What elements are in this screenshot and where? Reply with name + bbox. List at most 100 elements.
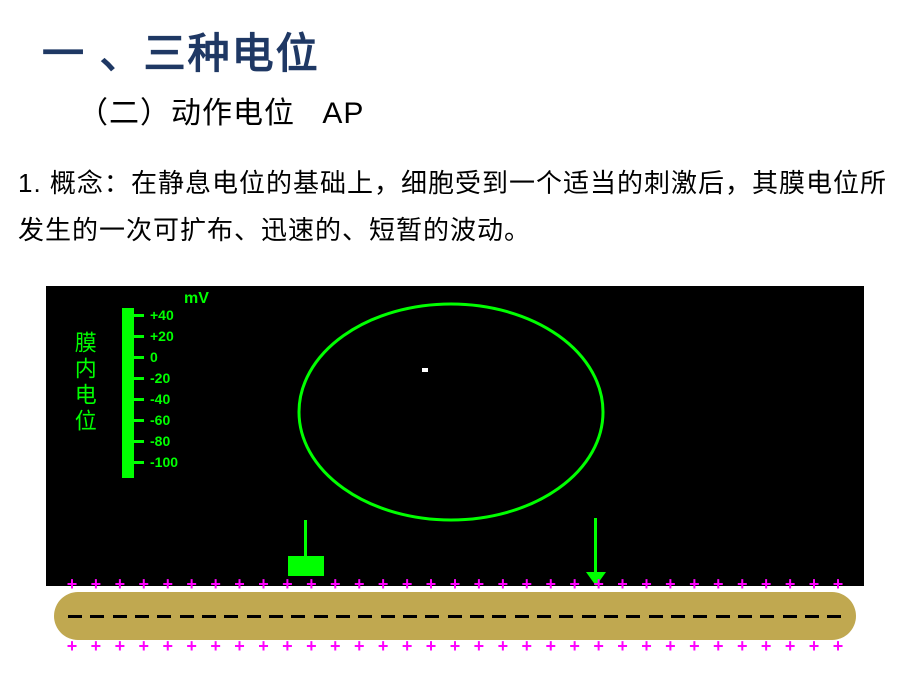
plus-charge-icon: +	[186, 636, 197, 658]
scale-tick: +40	[134, 308, 174, 322]
tick-mark	[134, 335, 144, 338]
tick-mark	[134, 314, 144, 317]
minus-charge-icon	[760, 615, 774, 618]
scale-tick: -40	[134, 392, 170, 406]
tick-mark	[134, 398, 144, 401]
plus-charge-icon: +	[761, 636, 772, 658]
minus-charge-icon	[515, 615, 529, 618]
plus-charge-icon: +	[115, 636, 126, 658]
minus-charge-icon	[180, 615, 194, 618]
minus-charge-icon	[68, 615, 82, 618]
subtitle-suffix: AP	[322, 97, 364, 130]
tick-label: -40	[150, 391, 170, 407]
minus-charge-icon	[157, 615, 171, 618]
minus-charge-icon	[358, 615, 372, 618]
plus-charge-icon: +	[665, 636, 676, 658]
minus-charge-icon	[827, 615, 841, 618]
tick-label: -80	[150, 433, 170, 449]
minus-charge-icon	[314, 615, 328, 618]
minus-charge-icon	[470, 615, 484, 618]
plus-charge-icon: +	[282, 636, 293, 658]
minus-charge-icon	[559, 615, 573, 618]
electrode-lead-right	[594, 518, 597, 576]
oscilloscope-circle	[299, 304, 603, 520]
plus-charge-icon: +	[498, 636, 509, 658]
plus-charge-icon: +	[450, 636, 461, 658]
minus-charge-icon	[113, 615, 127, 618]
scale-bar	[122, 308, 134, 478]
minus-charge-icon	[537, 615, 551, 618]
y-axis-label: 膜内电位	[68, 331, 99, 435]
plus-charge-icon: +	[593, 636, 604, 658]
minus-charge-icon	[805, 615, 819, 618]
scale-tick: -100	[134, 455, 178, 469]
minus-charge-icon	[671, 615, 685, 618]
plus-charge-icon: +	[139, 636, 150, 658]
plus-charge-icon: +	[833, 636, 844, 658]
plus-charge-icon: +	[545, 636, 556, 658]
minus-charge-icon	[224, 615, 238, 618]
tick-mark	[134, 440, 144, 443]
paragraph-number: 1.	[18, 168, 42, 198]
tick-label: -60	[150, 412, 170, 428]
plus-charge-icon: +	[474, 636, 485, 658]
tick-mark	[134, 419, 144, 422]
tick-label: -20	[150, 370, 170, 386]
plus-charge-icon: +	[210, 636, 221, 658]
minus-charge-icon	[626, 615, 640, 618]
electrode-block	[288, 556, 324, 576]
plus-charge-icon: +	[402, 636, 413, 658]
minus-charge-icon	[649, 615, 663, 618]
tick-label: +20	[150, 328, 174, 344]
oscilloscope	[296, 300, 606, 524]
plus-charge-icon: +	[689, 636, 700, 658]
minus-charge-icon	[403, 615, 417, 618]
minus-charge-icon	[582, 615, 596, 618]
minus-charge-icon	[738, 615, 752, 618]
plus-charge-icon: +	[234, 636, 245, 658]
scale-tick: -80	[134, 434, 170, 448]
unit-label: mV	[184, 290, 209, 308]
plus-charge-icon: +	[426, 636, 437, 658]
tick-mark	[134, 461, 144, 464]
subtitle: （二）动作电位 AP	[78, 88, 364, 132]
minus-charge-icon	[202, 615, 216, 618]
minus-charge-icon	[135, 615, 149, 618]
electrode-lead-left	[304, 520, 307, 558]
plus-charge-icon: +	[378, 636, 389, 658]
plus-charge-icon: +	[641, 636, 652, 658]
minus-charge-icon	[604, 615, 618, 618]
minus-charge-icon	[693, 615, 707, 618]
scale-tick: -60	[134, 413, 170, 427]
plus-charge-icon: +	[354, 636, 365, 658]
plus-charge-icon: +	[162, 636, 173, 658]
plus-charge-icon: +	[569, 636, 580, 658]
minus-charge-icon	[492, 615, 506, 618]
plus-charge-icon: +	[330, 636, 341, 658]
plus-charge-icon: +	[737, 636, 748, 658]
tick-label: -100	[150, 454, 178, 470]
plus-charge-icon: +	[258, 636, 269, 658]
membrane-dashes	[64, 610, 846, 622]
tick-mark	[134, 377, 144, 380]
plus-charge-icon: +	[67, 636, 78, 658]
diagram-background: 膜内电位 mV +40+200-20-40-60-80-100	[46, 286, 864, 586]
plus-charge-icon: +	[809, 636, 820, 658]
minus-charge-icon	[425, 615, 439, 618]
minus-charge-icon	[269, 615, 283, 618]
minus-charge-icon	[716, 615, 730, 618]
plus-charge-icon: +	[617, 636, 628, 658]
tick-mark	[134, 356, 144, 359]
concept-paragraph: 1. 概念：在静息电位的基础上，细胞受到一个适当的刺激后，其膜电位所发生的一次可…	[18, 160, 910, 254]
minus-charge-icon	[247, 615, 261, 618]
plus-charge-icon: +	[713, 636, 724, 658]
plus-charge-icon: +	[522, 636, 533, 658]
concept-text: 在静息电位的基础上，细胞受到一个适当的刺激后，其膜电位所发生的一次可扩布、迅速的…	[18, 168, 887, 245]
minus-charge-icon	[783, 615, 797, 618]
scale-tick: +20	[134, 329, 174, 343]
concept-label: 概念：	[50, 168, 131, 198]
membrane-area: +++++++++++++++++++++++++++++++++ ++++++…	[46, 574, 864, 652]
minus-charge-icon	[90, 615, 104, 618]
plus-row-bottom: +++++++++++++++++++++++++++++++++	[46, 636, 864, 658]
needle-indicator	[422, 368, 428, 372]
